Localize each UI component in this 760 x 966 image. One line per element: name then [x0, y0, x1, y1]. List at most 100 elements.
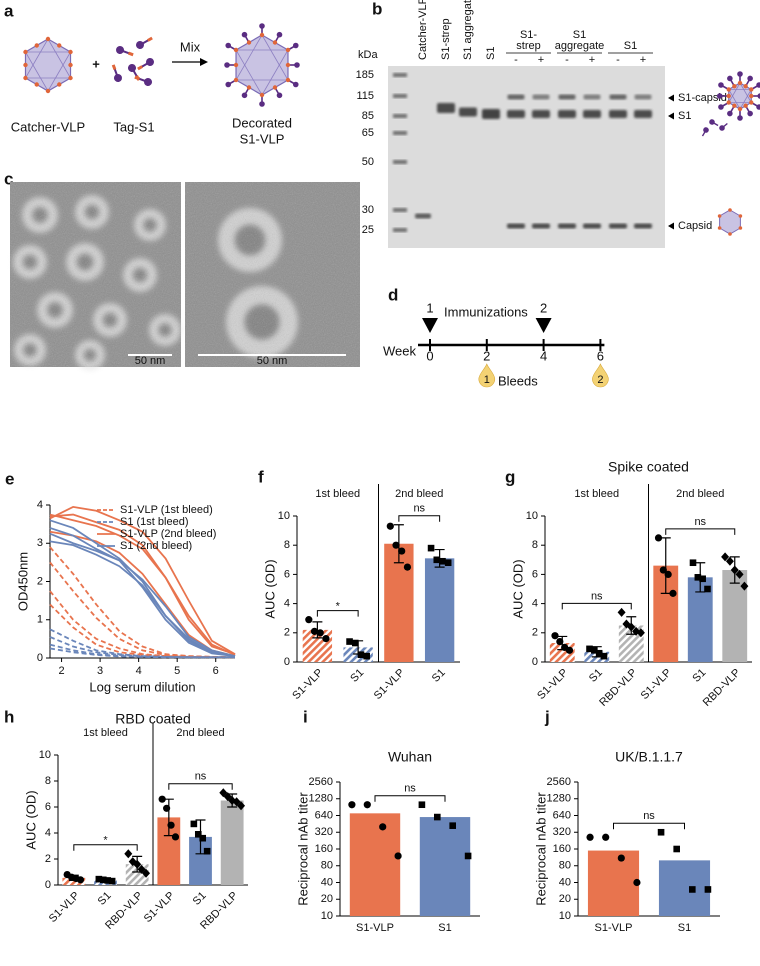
tag-head [727, 75, 733, 82]
protein-band [415, 213, 431, 219]
catcher-dot [34, 82, 39, 87]
y-tick-label: 2 [37, 575, 43, 587]
tag-head [756, 104, 760, 110]
chart-title: RBD coated [115, 711, 190, 727]
data-point [565, 646, 574, 654]
data-point [730, 565, 739, 575]
catcher-dot [285, 62, 291, 68]
sign-label: - [616, 54, 620, 66]
axis-label: Week [383, 343, 416, 358]
catcher-dot [743, 84, 748, 89]
pointer [668, 112, 674, 120]
significance-label: ns [591, 590, 603, 602]
week-label: 0 [426, 348, 433, 363]
catcher-dot [246, 40, 252, 45]
sign-label: + [640, 54, 646, 66]
data-point [556, 637, 564, 646]
bleed-number: 2 [597, 374, 603, 386]
bar [220, 800, 244, 885]
tag-head [718, 104, 724, 110]
data-point [725, 556, 734, 566]
y-tick-label: 0 [284, 656, 290, 668]
x-tick-label: S1-VLP [595, 922, 633, 934]
y-tick-label: 1 [37, 614, 43, 626]
y-tick-label: 10 [278, 510, 290, 522]
data-point [104, 877, 112, 884]
tag-tip [127, 51, 134, 57]
arrow-head [200, 58, 208, 66]
data-point [357, 651, 365, 658]
y-axis-label: Reciprocal nAb titer [533, 792, 548, 906]
bleeds-label: Bleeds [498, 373, 538, 388]
data-point [403, 563, 412, 571]
data-point [444, 559, 452, 567]
capsid-facet [728, 82, 741, 103]
marker-label: 115 [356, 90, 374, 102]
chart-title: Wuhan [388, 749, 432, 765]
tag-head [709, 119, 715, 125]
ladder-band [393, 94, 407, 98]
decorated-vlp-icon [224, 23, 300, 107]
icon-label: Tag-S1 [113, 119, 154, 134]
significance-label: ns [404, 783, 416, 795]
blood-drop [592, 363, 609, 388]
bar [424, 558, 455, 662]
protein-band [532, 94, 550, 100]
tag-s1-icon [719, 122, 728, 131]
tag-tip [137, 65, 143, 71]
ladder-band [393, 228, 407, 232]
band-label: S1 [678, 110, 691, 122]
catcher-dot [726, 100, 731, 105]
group-label: 1st bleed [315, 488, 360, 500]
y-tick-label: 20 [321, 893, 333, 905]
data-point [586, 833, 594, 841]
tag-head [128, 64, 136, 72]
panel-label: a [4, 1, 14, 20]
catcher-dot [57, 82, 62, 87]
tag-head [737, 71, 743, 77]
catcher-dot [738, 214, 743, 218]
data-point [699, 575, 706, 583]
y-tick-label: 80 [559, 860, 571, 872]
legend-label: S1-VLP (1st bleed) [120, 504, 213, 516]
marker-label: 85 [362, 110, 374, 122]
protein-band [437, 103, 455, 113]
x-tick-label: S1 [678, 922, 691, 934]
x-tick-label: S1 [438, 922, 451, 934]
gel [388, 66, 665, 248]
protein-band [583, 110, 601, 118]
y-tick-label: 0 [37, 652, 43, 664]
data-point [673, 845, 680, 853]
y-tick-label: 40 [321, 876, 333, 888]
legend-label: S1-VLP (2nd bleed) [120, 528, 216, 540]
scale-label: 50 nm [135, 355, 166, 367]
catcher-dot [749, 100, 754, 105]
sign-label: + [589, 54, 595, 66]
x-tick-label: 3 [97, 665, 103, 677]
y-tick-label: 10 [559, 910, 571, 922]
catcher-dot [272, 40, 278, 45]
catcher-dot [45, 36, 51, 42]
bar [62, 877, 86, 885]
catcher-dot [728, 208, 732, 212]
tag-s1-icon [136, 36, 153, 49]
legend-label: S1 (2nd bleed) [120, 540, 192, 552]
data-point [379, 823, 387, 831]
protein-band [507, 223, 525, 229]
tag-head [294, 62, 300, 68]
tag-s1-icon [137, 58, 154, 71]
tag-head [292, 42, 299, 49]
tag-head [718, 82, 724, 88]
data-point [704, 886, 712, 893]
tag-head [747, 110, 753, 117]
protein-band [609, 110, 627, 118]
catcher-dot [233, 47, 239, 53]
immunizations-label: Immunizations [444, 304, 528, 319]
y-tick-label: 2 [532, 627, 538, 639]
tag-s1-icon [134, 75, 152, 86]
data-point [704, 585, 711, 593]
dose-number: 2 [540, 300, 547, 315]
data-point [586, 645, 593, 653]
significance-bracket [73, 844, 138, 851]
